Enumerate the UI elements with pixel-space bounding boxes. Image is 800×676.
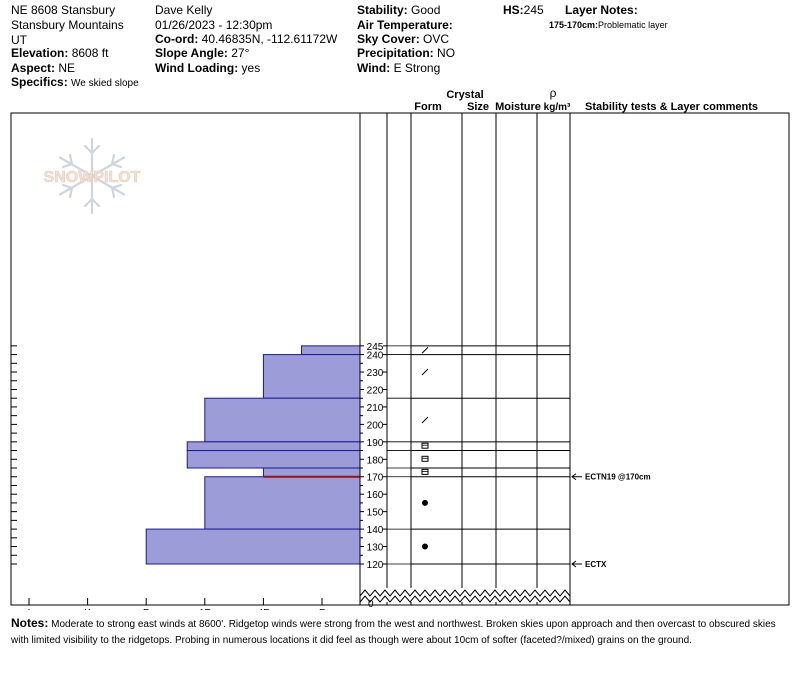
slope-angle: Slope Angle: 27°	[155, 46, 250, 60]
crystal-dot-8	[422, 543, 428, 550]
height-label-180: 180	[367, 455, 384, 466]
height-axis: 120 130 140 150 160 170 180 190 200 210 220 230 2402…	[360, 342, 387, 571]
layer-notes-title: Layer Notes:	[565, 3, 638, 17]
height-label-240: 240	[367, 351, 384, 362]
crystal-slash-1	[421, 346, 429, 354]
hardness-label-K: K	[84, 608, 91, 610]
col-crystal: Crystal	[446, 89, 483, 101]
crystal-slash-2	[421, 368, 429, 376]
zero-label: 0	[368, 599, 374, 610]
state: UT	[11, 33, 27, 47]
aspect: Aspect: NE	[11, 61, 76, 75]
air-temperature: Air Temperature:	[357, 18, 453, 32]
height-label-120: 120	[367, 560, 384, 571]
test-arrow-2	[571, 560, 577, 568]
crystal-facet-6	[421, 468, 429, 475]
sky-cover: Sky Cover: OVC	[357, 32, 450, 46]
layer-note: 175-170cm:Problematic layer	[549, 20, 668, 30]
height-label-130: 130	[367, 543, 384, 554]
crystal-slash-3	[421, 416, 429, 424]
hardness-label-F: F	[319, 608, 325, 610]
height-label-170: 170	[367, 473, 384, 484]
height-label-230: 230	[367, 368, 384, 379]
observer: Dave Kelly	[155, 3, 213, 17]
crystal-table-rows	[387, 345, 570, 565]
crystal-facet-5	[421, 455, 429, 462]
height-label-210: 210	[367, 403, 384, 414]
hardness-label-4F: 4F	[258, 608, 270, 610]
height-label-140: 140	[367, 525, 384, 536]
test-label-1: ECTN19 @170cm	[585, 473, 651, 482]
col-density: kg/m³	[544, 102, 571, 113]
hardness-layers	[145, 345, 361, 565]
notes: Notes: Moderate to strong east winds at …	[11, 616, 776, 646]
hardness-layer-5	[186, 450, 361, 469]
svg-text:SNOWPILOT: SNOWPILOT	[44, 169, 141, 186]
height-label-150: 150	[367, 508, 384, 519]
col-rho: ρ	[550, 86, 557, 100]
precipitation: Precipitation: NO	[357, 46, 456, 60]
col-size: Size	[467, 101, 489, 113]
date-time: 01/26/2023 - 12:30pm	[155, 18, 273, 32]
snow-height: HS:245	[503, 3, 544, 17]
hardness-layer-1	[300, 345, 361, 356]
height-label-220: 220	[367, 385, 384, 396]
test-arrow-1	[571, 473, 577, 481]
height-label-190: 190	[367, 438, 384, 449]
specifics: Specifics: We skied slope	[11, 75, 139, 89]
scale-break	[359, 588, 571, 603]
height-label-200: 200	[367, 420, 384, 431]
hardness-axis: I K P 1F 4F F	[11, 345, 325, 610]
wind-loading: Wind Loading: yes	[155, 61, 261, 75]
crystal-table-columns	[410, 113, 538, 605]
col-form: Form	[414, 101, 442, 113]
stability-frame	[569, 112, 790, 606]
crystal-dot-7	[422, 499, 428, 506]
hardness-label-1F: 1F	[199, 608, 211, 610]
mountain-range: Stansbury Mountains	[11, 18, 124, 32]
hardness-label-I: I	[28, 608, 31, 610]
crystal-forms	[421, 346, 429, 550]
snow-profile-chart: SNOWPILOT I K P 1F 4F F 120 130 140 150 160 170 180…	[10, 86, 790, 610]
wind: Wind: E Strong	[357, 61, 441, 75]
col-stability: Stability tests & Layer comments	[585, 101, 758, 113]
hardness-layer-7	[204, 476, 361, 530]
hardness-layer-2	[262, 354, 361, 399]
snowpilot-logo: SNOWPILOT	[43, 137, 141, 215]
crystal-facet-4	[421, 442, 429, 449]
break-line-bottom	[359, 595, 571, 603]
hardness-layer-4	[186, 441, 361, 452]
hardness-label-P: P	[143, 608, 150, 610]
stability: Stability: Good	[357, 3, 441, 17]
elevation: Elevation: 8608 ft	[11, 46, 109, 60]
location-name: NE 8608 Stansbury	[11, 3, 116, 17]
test-label-2: ECTX	[585, 560, 607, 569]
col-moisture: Moisture	[495, 101, 541, 113]
hardness-layer-8	[145, 528, 361, 565]
hardness-layer-6	[262, 467, 361, 478]
break-line-top	[359, 589, 571, 597]
height-label-245: 245	[367, 342, 384, 353]
crystal-table-frame	[386, 112, 571, 606]
stability-tests: ECTN19 @170cm ECTX	[571, 473, 651, 569]
height-label-160: 160	[367, 490, 384, 501]
coordinates: Co-ord: 40.46835N, -112.61172W	[155, 32, 338, 46]
hardness-layer-3	[204, 397, 361, 443]
